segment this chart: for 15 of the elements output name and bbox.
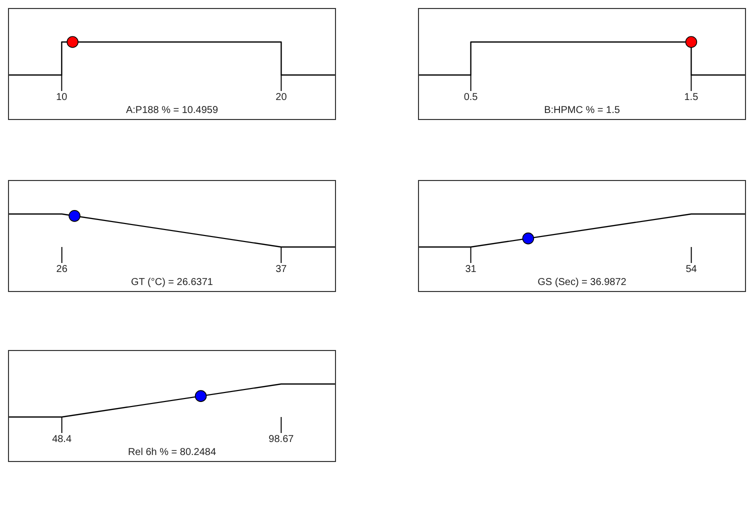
x-tick-label: 1.5: [684, 92, 699, 104]
x-tick-label: 31: [465, 264, 477, 276]
x-axis-title: GS (Sec) = 36.9872: [538, 277, 627, 288]
x-tick-label: 26: [56, 264, 68, 276]
x-tick-label: 54: [686, 264, 698, 276]
x-tick-label: 37: [276, 264, 288, 276]
x-tick-label: 0.5: [464, 92, 478, 104]
x-tick-label: 20: [276, 92, 288, 104]
x-axis-title: Rel 6h % = 80.2484: [128, 447, 216, 458]
x-axis-title: A:P188 % = 10.4959: [126, 105, 218, 116]
x-axis-title: GT (°C) = 26.6371: [131, 277, 214, 288]
x-tick-label: 98.67: [268, 434, 294, 446]
x-tick-label: 48.4: [52, 434, 72, 446]
x-tick-label: 10: [56, 92, 68, 104]
x-axis-title: B:HPMC % = 1.5: [544, 105, 620, 116]
